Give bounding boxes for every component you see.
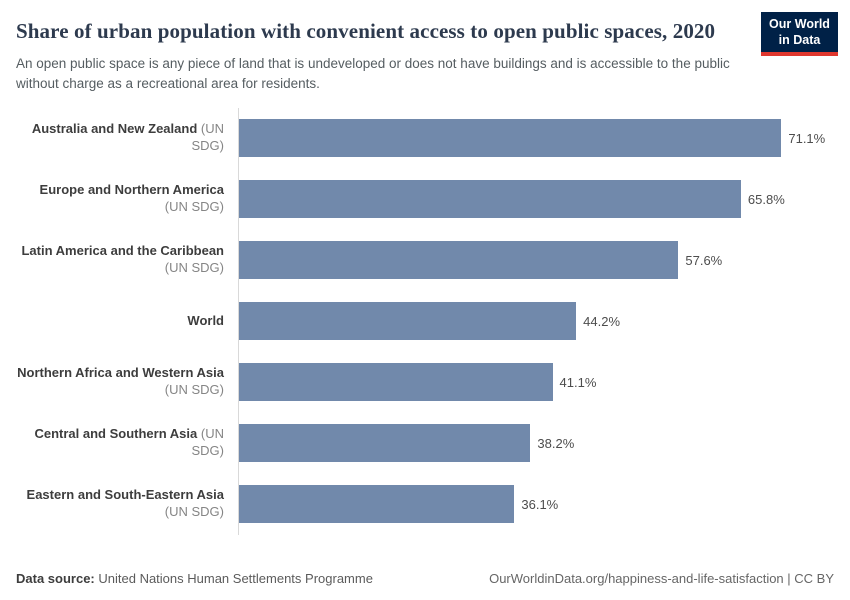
bar-label: Latin America and the Caribbean (UN SDG) [16,243,238,277]
owid-logo-line2: in Data [778,32,821,47]
bar [239,241,679,280]
value-label: 71.1% [788,130,826,146]
bar-label-qualifier: (UN SDG) [191,426,225,459]
bar-label-name: Eastern and South-Eastern Asia [26,487,224,503]
bar-label-name: Central and Southern Asia [34,426,198,442]
bar-row: Europe and Northern America (UN SDG) 65.8… [16,168,834,230]
bar-cell: 36.1% [238,473,834,535]
value-label: 65.8% [747,191,785,207]
bar-chart: Australia and New Zealand (UN SDG) 71.1% … [16,107,834,535]
bar-row: Eastern and South-Eastern Asia (UN SDG) 3… [16,473,834,535]
bar [239,302,577,341]
bar-label: World [16,313,238,330]
footer-source-label: Data source: [16,571,95,586]
bar-row: Australia and New Zealand (UN SDG) 71.1% [16,107,834,169]
bar-label-qualifier: (UN SDG) [164,504,224,520]
bar-label-qualifier: (UN SDG) [191,121,225,154]
bar-cell: 57.6% [238,229,834,291]
bar-cell: 44.2% [238,290,834,352]
bar-label-name: Australia and New Zealand [31,121,198,137]
bar-label-qualifier: (UN SDG) [164,260,224,276]
bar-label-name: Europe and Northern America [39,182,224,198]
footer-source: Data source: United Nations Human Settle… [16,571,373,586]
bar-cell: 41.1% [238,351,834,413]
bar-label: Central and Southern Asia (UN SDG) [16,426,238,460]
value-label: 41.1% [559,374,597,390]
bar-label-name: Northern Africa and Western Asia [17,365,224,381]
bar [239,119,782,158]
value-label: 44.2% [583,313,621,329]
bar [239,485,515,524]
footer-source-text: United Nations Human Settlements Program… [98,571,373,586]
bar-cell: 71.1% [238,107,834,169]
bar-label-name: World [187,312,224,328]
value-label: 38.2% [537,435,575,451]
bar-cell: 65.8% [238,168,834,230]
value-label: 36.1% [521,496,559,512]
bar [239,180,741,219]
page-subtitle: An open public space is any piece of lan… [16,56,730,91]
bar [239,424,531,463]
owid-logo: Our World in Data [761,12,838,57]
bar [239,363,553,402]
bar-row: Central and Southern Asia (UN SDG) 38.2% [16,412,834,474]
bar-label: Eastern and South-Eastern Asia (UN SDG) [16,487,238,521]
value-label: 57.6% [685,252,723,268]
bar-label-name: Latin America and the Caribbean [21,243,224,259]
chart-header: Share of urban population with convenien… [16,12,838,94]
page-title: Share of urban population with convenien… [16,19,716,43]
bar-label: Europe and Northern America (UN SDG) [16,182,238,216]
bar-label-qualifier: (UN SDG) [164,199,224,215]
owid-logo-line1: Our World [769,17,830,31]
bar-row: Northern Africa and Western Asia (UN SDG)… [16,351,834,413]
chart-footer: Data source: United Nations Human Settle… [16,571,834,586]
bar-row: World 44.2% [16,290,834,352]
bar-label-qualifier: (UN SDG) [164,382,224,398]
bar-cell: 38.2% [238,412,834,474]
footer-link[interactable]: OurWorldinData.org/happiness-and-life-sa… [489,571,834,586]
bar-label: Northern Africa and Western Asia (UN SDG) [16,365,238,399]
bar-row: Latin America and the Caribbean (UN SDG) … [16,229,834,291]
bar-label: Australia and New Zealand (UN SDG) [16,121,238,155]
